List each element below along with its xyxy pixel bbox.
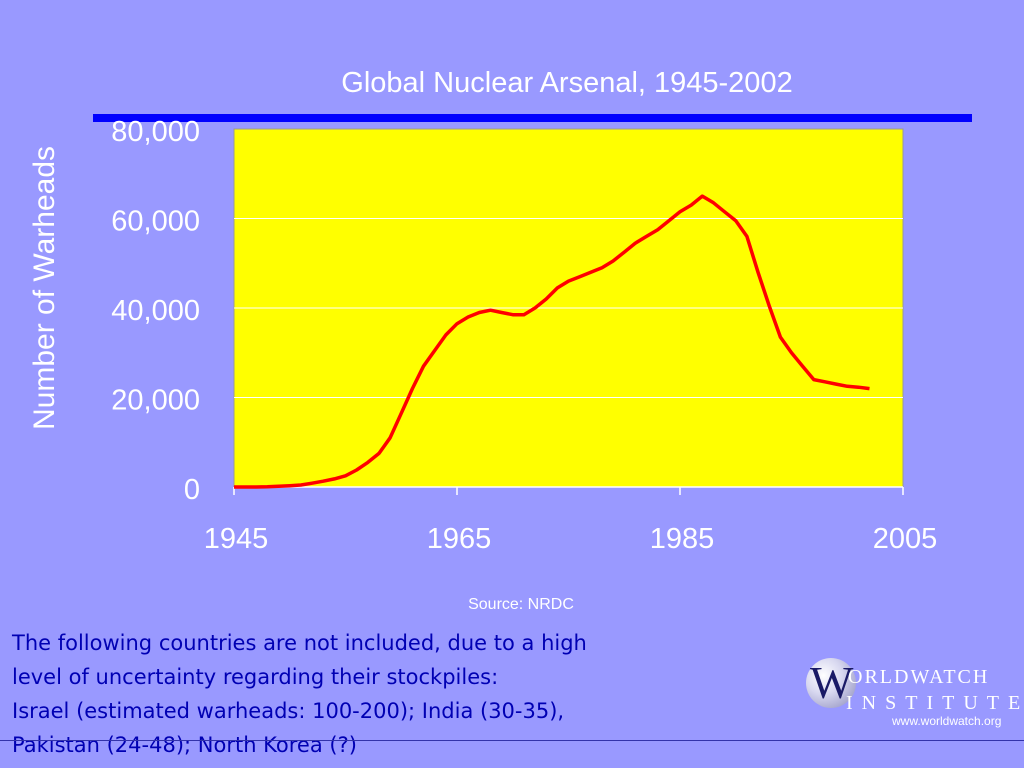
y-axis-label: Number of Warheads bbox=[28, 146, 61, 430]
x-tick-labels: 1945 1965 1985 2005 bbox=[204, 523, 938, 555]
y-tick-label: 40,000 bbox=[111, 295, 200, 327]
y-tick-label: 80,000 bbox=[111, 116, 200, 148]
x-tick-label: 2005 bbox=[873, 523, 938, 555]
footnote-line-4: Pakistan (24-48); North Korea (?) bbox=[12, 733, 357, 757]
y-tick-label: 0 bbox=[184, 474, 200, 506]
x-tick-label: 1965 bbox=[427, 523, 492, 555]
bottom-rule bbox=[0, 740, 1024, 741]
footnote: The following countries are not included… bbox=[12, 626, 772, 762]
grid bbox=[234, 218, 903, 398]
chart: Global Nuclear Arsenal, 1945-2002 0 20,00… bbox=[28, 67, 972, 613]
logo-globe-icon bbox=[806, 658, 856, 708]
axes bbox=[233, 486, 904, 495]
y-tick-labels: 0 20,000 40,000 60,000 80,000 bbox=[111, 116, 200, 506]
source-label: Source: NRDC bbox=[468, 596, 574, 613]
x-tick-label: 1985 bbox=[650, 523, 715, 555]
y-tick-label: 20,000 bbox=[111, 385, 200, 417]
y-tick-label: 60,000 bbox=[111, 206, 200, 238]
footnote-line-1: The following countries are not included… bbox=[12, 631, 587, 655]
logo-url: www.worldwatch.org bbox=[892, 714, 1002, 728]
x-tick-label: 1945 bbox=[204, 523, 269, 555]
logo-line-1: ORLDWATCH bbox=[848, 666, 990, 688]
worldwatch-logo: W ORLDWATCH INSTITUTE www.worldwatch.org bbox=[804, 656, 1024, 736]
logo-line-2: INSTITUTE bbox=[846, 692, 1024, 714]
footnote-line-2: level of uncertainty regarding their sto… bbox=[12, 665, 499, 689]
warheads-series-line bbox=[234, 194, 870, 489]
title-rule bbox=[93, 114, 972, 122]
logo-initial: W bbox=[810, 657, 854, 708]
footnote-line-3: Israel (estimated warheads: 100-200); In… bbox=[12, 699, 565, 723]
chart-title: Global Nuclear Arsenal, 1945-2002 bbox=[341, 67, 792, 99]
